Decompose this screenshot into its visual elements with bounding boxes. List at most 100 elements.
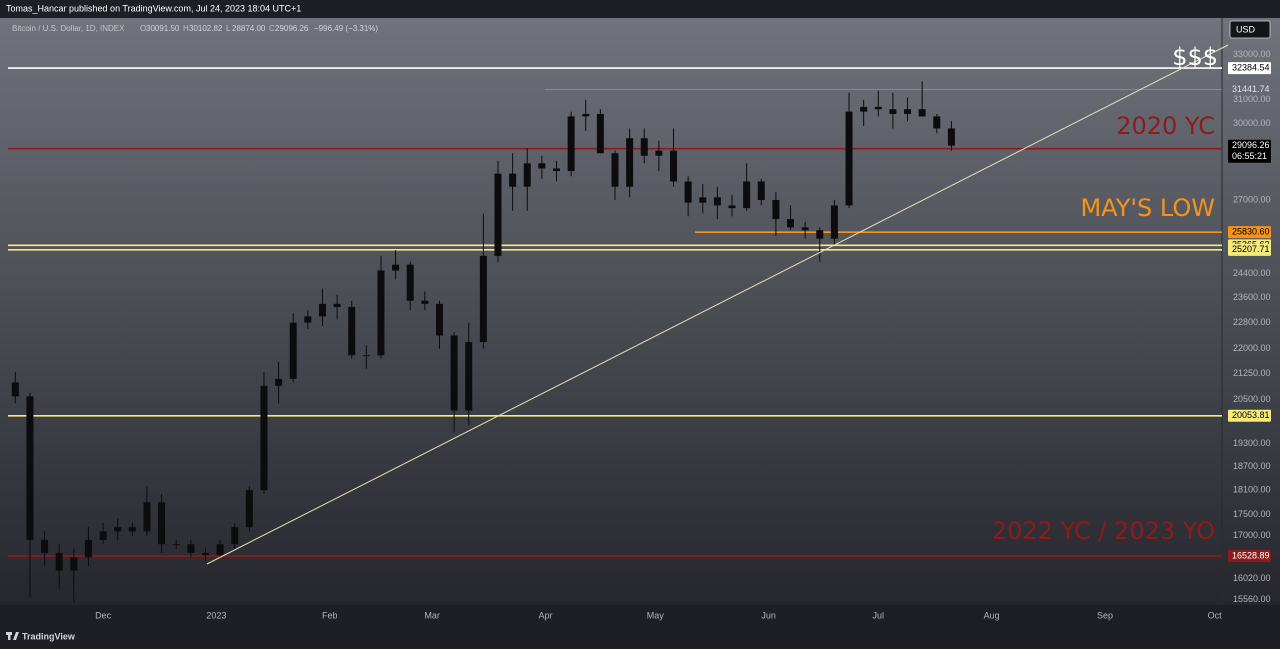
candle-body (582, 113, 590, 117)
y-tick-label: 31000.00 (1233, 94, 1271, 104)
annotation: 2022 YC / 2023 YO (992, 517, 1215, 545)
candle-body (567, 116, 575, 172)
candle-body (289, 322, 297, 379)
level-label: 20053.81 (1232, 410, 1270, 420)
candle-body (860, 106, 868, 112)
legend-value: 28874.00 (232, 24, 266, 33)
last-price: 29096.26 (1232, 140, 1270, 150)
x-tick-label: Aug (984, 610, 1000, 620)
plot-background (0, 18, 1280, 605)
candle-body (830, 205, 838, 239)
countdown: 06:55:21 (1232, 151, 1267, 161)
candle-body (728, 205, 736, 209)
candle-body (435, 303, 443, 336)
candle-body (509, 173, 517, 187)
candle-body (757, 181, 765, 201)
candle-body (523, 163, 531, 187)
candle-body (947, 128, 955, 146)
candle-body (55, 552, 63, 571)
candle-body (713, 197, 721, 206)
candle-body (845, 111, 853, 206)
candle-body (684, 181, 692, 203)
y-tick-label: 22800.00 (1233, 317, 1271, 327)
y-tick-label: 18100.00 (1233, 485, 1271, 495)
x-tick-label: Jul (873, 610, 885, 620)
legend-ohlc: O 30091.50 H 30102.82 L 28874.00 C 29096.26 −996… (140, 24, 378, 33)
candle-body (479, 255, 487, 343)
x-tick-label: Feb (322, 610, 338, 620)
y-tick-label: 24400.00 (1233, 268, 1271, 278)
candle-body (275, 378, 283, 386)
candle-body (640, 138, 648, 156)
candle-body (465, 342, 473, 411)
candle-body (933, 116, 941, 129)
legend-letter: C (269, 24, 275, 33)
plot: 33000.00 31000.00 30000.00 27000.00 24400.00… (8, 49, 1271, 620)
y-tick-label: 19300.00 (1233, 438, 1271, 448)
y-tick-label: 33000.00 (1233, 49, 1271, 59)
legend-value: 30102.82 (189, 24, 223, 33)
currency[interactable]: USD (1236, 24, 1256, 34)
candle-body (187, 544, 195, 553)
x-tick-label: Dec (95, 610, 112, 620)
candle-body (655, 150, 663, 156)
candle-body (538, 163, 546, 169)
candle-body (816, 230, 824, 239)
last-price-bg (1228, 139, 1271, 163)
candle-body (304, 316, 312, 323)
candle-body (801, 227, 809, 231)
candle-body (596, 113, 604, 154)
currency-button[interactable] (1229, 20, 1271, 39)
legend-letter: O (140, 24, 146, 33)
x-tick-label: May (647, 610, 665, 620)
candle-body (201, 552, 209, 556)
candle-body (231, 527, 239, 545)
level-label: 32384.54 (1232, 62, 1270, 72)
trend-line (206, 44, 1229, 565)
annotation: $$$ (1172, 43, 1218, 71)
candle-body (114, 527, 122, 532)
x-tick-label: Oct (1208, 610, 1223, 620)
level-label-bg (1228, 226, 1271, 239)
y-tick-label: 23600.00 (1233, 292, 1271, 302)
candle-body (318, 303, 326, 317)
candle-body (333, 303, 341, 307)
x-tick-label: Sep (1097, 610, 1113, 620)
y-tick-label: 21250.00 (1233, 368, 1271, 378)
y-tick-label: 16020.00 (1233, 573, 1271, 583)
legend-letter: L (226, 24, 231, 33)
candle-body (377, 270, 385, 356)
candle-body (904, 109, 912, 114)
candle-body (889, 109, 897, 114)
y-tick-label: 27000.00 (1233, 194, 1271, 204)
level-label-bg (1228, 409, 1271, 422)
candle-body (743, 181, 751, 209)
candle-body (245, 490, 253, 528)
candle-body (772, 200, 780, 220)
candle-body (787, 219, 795, 228)
y-tick-label: 15560.00 (1233, 594, 1271, 604)
candle-body (41, 539, 49, 553)
candle-body (84, 539, 92, 558)
y-tick-label: 17000.00 (1233, 530, 1271, 540)
candle-body (362, 355, 370, 357)
candle-body (70, 557, 78, 571)
level-label: 25830.60 (1232, 227, 1270, 237)
candle-body (626, 138, 634, 187)
legend-value: 30091.50 (146, 24, 180, 33)
candle-body (611, 153, 619, 187)
candle-body (421, 300, 429, 304)
y-tick-label: 17500.00 (1233, 509, 1271, 519)
level-label-bg (1228, 243, 1271, 256)
candle-body (128, 527, 136, 532)
y-tick-label: 22000.00 (1233, 343, 1271, 353)
y-tick-label: 18700.00 (1233, 461, 1271, 471)
legend-letter: H (183, 24, 189, 33)
footer-brand: TradingView (22, 631, 76, 641)
candle-body (392, 264, 400, 271)
candle-body (348, 306, 356, 356)
candle-body (670, 150, 678, 182)
x-tick-label: Mar (424, 610, 440, 620)
x-tick-label: Apr (539, 610, 553, 620)
annotation: MAY'S LOW (1080, 194, 1215, 222)
